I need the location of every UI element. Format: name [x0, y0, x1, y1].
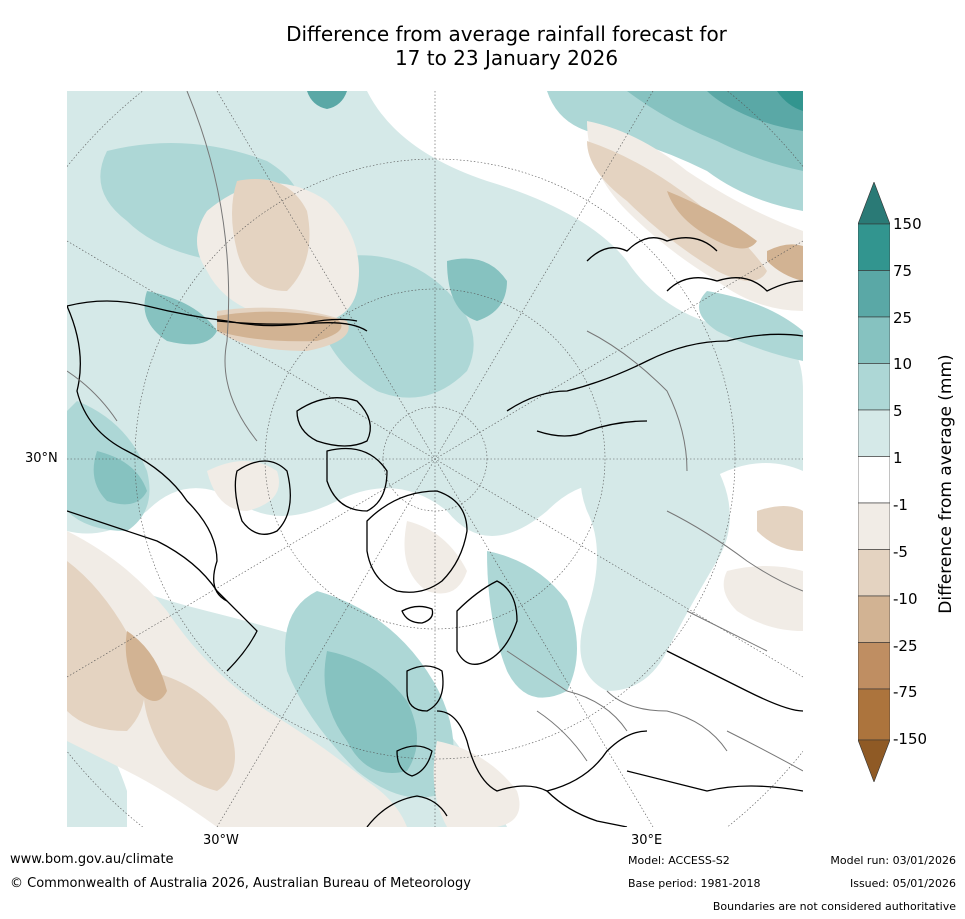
colorbar-tick-5: 5 [893, 402, 903, 420]
model-name: Model: ACCESS-S2 [628, 854, 730, 867]
model-run-date: Model run: 03/01/2026 [830, 854, 956, 867]
lon-label-30e: 30°E [631, 833, 663, 848]
country-borders [67, 91, 803, 772]
bom-climate-link[interactable]: www.bom.gov.au/climate [10, 852, 174, 867]
colorbar-bin-5-10 [857, 363, 891, 411]
boundaries-disclaimer: Boundaries are not considered authoritat… [712, 900, 956, 913]
colorbar-tick-minus-150: -150 [893, 730, 928, 748]
colorbar-bin-10-25 [857, 316, 891, 364]
colorbar-tick-150: 150 [893, 215, 922, 233]
title-line-1: Difference from average rainfall forecas… [286, 22, 727, 46]
base-period: Base period: 1981-2018 [628, 877, 761, 890]
anomaly-band-m5-m10 [67, 141, 803, 791]
colorbar-bin-neutral [857, 456, 891, 504]
colorbar-tick-75: 75 [893, 262, 913, 280]
map-title: Difference from average rainfall forecas… [200, 22, 813, 70]
colorbar-tick-minus-5: -5 [893, 543, 908, 561]
colorbar-tick-minus-75: -75 [893, 683, 918, 701]
colorbar-tick-1: 1 [893, 449, 903, 467]
colorbar-tick-minus-10: -10 [893, 590, 918, 608]
colorbar-bin-1-5 [857, 409, 891, 457]
lat-label-30n: 30°N [25, 451, 58, 466]
lon-label-30w: 30°W [203, 833, 239, 848]
colorbar-bin-m10-m25 [857, 595, 891, 643]
graticule [67, 91, 803, 827]
colorbar-tick-minus-1: -1 [893, 496, 908, 514]
colorbar-bin-25-75 [857, 270, 891, 318]
colorbar-tick-minus-25: -25 [893, 637, 918, 655]
copyright-text: © Commonwealth of Australia 2026, Austra… [10, 876, 471, 891]
colorbar-over-arrow [857, 181, 891, 225]
anomaly-band-25-75 [307, 91, 803, 131]
colorbar-bin-75-150 [857, 223, 891, 271]
anomaly-band-75-150 [777, 91, 803, 111]
colorbar-tick-10: 10 [893, 355, 913, 373]
anomaly-band-m10-m25 [125, 191, 803, 701]
colorbar-title: Difference from average (mm) [936, 354, 956, 614]
colorbar-bin-m5-m10 [857, 549, 891, 597]
colorbar-bin-m1-m5 [857, 502, 891, 550]
coastlines [67, 237, 803, 827]
rainfall-map[interactable] [67, 91, 803, 827]
colorbar-bin-m25-m75 [857, 642, 891, 690]
issued-date: Issued: 05/01/2026 [849, 877, 956, 890]
colorbar-tick-25: 25 [893, 309, 913, 327]
colorbar [857, 181, 891, 783]
colorbar-bin-m75-m150 [857, 688, 891, 741]
colorbar-under-arrow [857, 739, 891, 783]
title-line-2: 17 to 23 January 2026 [394, 46, 619, 70]
